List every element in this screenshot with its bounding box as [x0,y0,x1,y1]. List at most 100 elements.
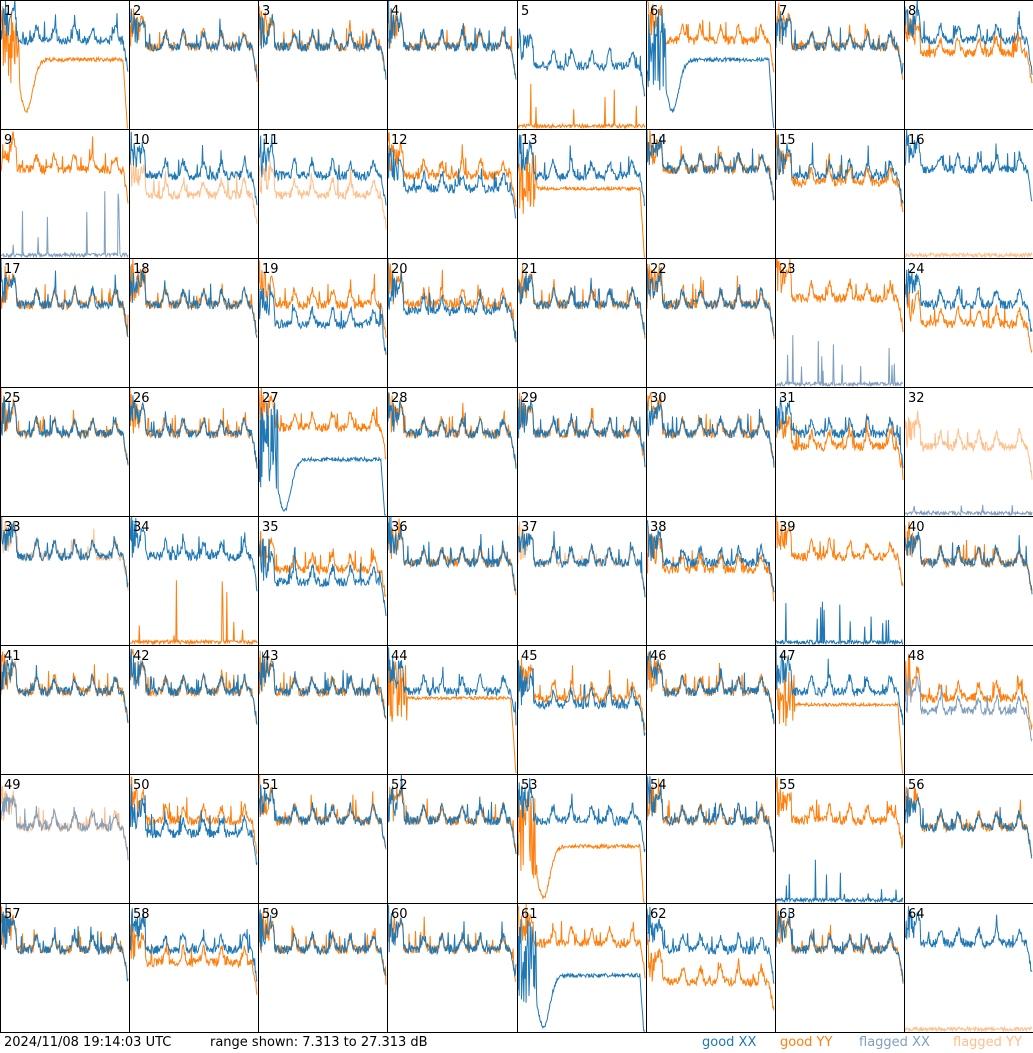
panel-frame [0,774,130,904]
panel-frame [646,129,776,259]
panel-frame [129,774,259,904]
series-good-xx-11 [258,134,387,206]
series-good-yy-58 [129,922,258,995]
series-flagged-xx-49 [0,793,129,861]
series-good-xx-29 [517,398,646,468]
series-good-xx-42 [129,648,258,725]
panel-label: 36 [391,520,408,535]
panel-1: 1 [0,0,130,130]
series-good-xx-52 [387,773,517,854]
series-good-yy-54 [646,778,775,853]
panel-frame [517,258,647,388]
panel-frame [387,774,518,904]
panel-label: 10 [133,133,150,148]
panel-label: 47 [779,649,796,664]
panel-frame [646,903,776,1033]
panel-54: 54 [646,774,776,904]
panel-51: 51 [258,773,388,904]
series-good-xx-21 [517,270,646,335]
series-good-yy-62 [646,931,775,1011]
panel-frame [387,258,518,388]
panel-12: 12 [387,129,518,259]
panel-27: 27 [258,386,388,517]
panel-24: 24 [904,258,1033,388]
panel-frame [0,903,130,1033]
series-good-xx-34 [129,515,258,592]
series-flagged-xx-48 [904,674,1033,743]
panel-37: 37 [517,516,647,646]
panel-label: 33 [4,520,21,535]
panel-17: 17 [0,257,130,388]
panel-53: 53 [517,774,647,904]
series-good-yy-27 [258,386,387,460]
series-good-yy-34 [129,580,258,646]
panel-label: 14 [650,133,667,148]
panel-label: 64 [908,907,925,922]
panel-frame [517,774,647,904]
panel-label: 20 [391,262,408,277]
series-good-yy-8 [904,9,1033,84]
series-good-xx-41 [0,658,129,724]
series-good-xx-56 [904,788,1033,859]
panel-label: 37 [521,520,538,535]
series-good-xx-6 [646,8,775,129]
panel-39: 39 [775,515,905,646]
panel-frame [646,516,776,646]
panel-label: 31 [779,391,796,406]
panel-frame [904,516,1033,646]
panel-50: 50 [129,774,259,904]
panel-label: 3 [262,4,270,19]
panel-15: 15 [775,129,905,259]
series-good-xx-55 [775,859,904,904]
panel-4: 4 [387,0,518,130]
panel-frame [129,387,259,517]
panel-18: 18 [129,257,259,388]
panel-52: 52 [387,773,518,904]
panel-label: 15 [779,133,796,148]
panel-label: 30 [650,391,667,406]
series-good-xx-39 [776,601,904,646]
panel-5: 5 [517,0,647,130]
series-good-yy-23 [775,257,904,332]
series-good-xx-1 [0,0,129,72]
series-good-yy-14 [646,130,775,201]
series-good-yy-39 [776,515,904,587]
panel-label: 39 [779,520,796,535]
panel-frame [258,903,388,1033]
panel-label: 50 [133,778,150,793]
panel-frame [646,387,776,517]
range-text: range shown: 7.313 to 27.313 dB [210,1035,428,1050]
series-good-xx-61 [517,919,645,1032]
series-good-xx-37 [517,530,646,598]
panel-frame [129,258,259,388]
series-good-yy-18 [129,257,258,333]
series-good-xx-50 [129,784,258,865]
series-good-xx-36 [387,515,517,592]
series-flagged-xx-23 [775,335,903,388]
series-good-yy-60 [387,908,517,982]
panel-label: 34 [133,520,150,535]
panel-label: 56 [908,778,925,793]
panel-19: 19 [258,258,388,388]
series-good-xx-30 [646,401,775,468]
panel-44: 44 [387,645,518,775]
panel-11: 11 [258,129,388,259]
panel-label: 4 [391,4,399,19]
panel-3: 3 [258,0,388,130]
series-good-yy-19 [258,260,387,339]
series-good-xx-4 [387,0,517,80]
panel-label: 60 [391,907,408,922]
series-good-yy-56 [904,786,1033,856]
series-good-xx-40 [904,531,1033,595]
panel-label: 35 [262,520,279,535]
panel-label: 41 [4,649,21,664]
panel-label: 61 [521,907,538,922]
panel-frame [517,129,647,259]
panel-label: 29 [521,391,538,406]
panel-label: 54 [650,778,667,793]
panel-label: 42 [133,649,150,664]
series-good-xx-62 [646,906,775,984]
series-good-xx-17 [0,257,129,338]
series-good-yy-35 [258,530,387,598]
series-good-yy-31 [776,413,904,480]
